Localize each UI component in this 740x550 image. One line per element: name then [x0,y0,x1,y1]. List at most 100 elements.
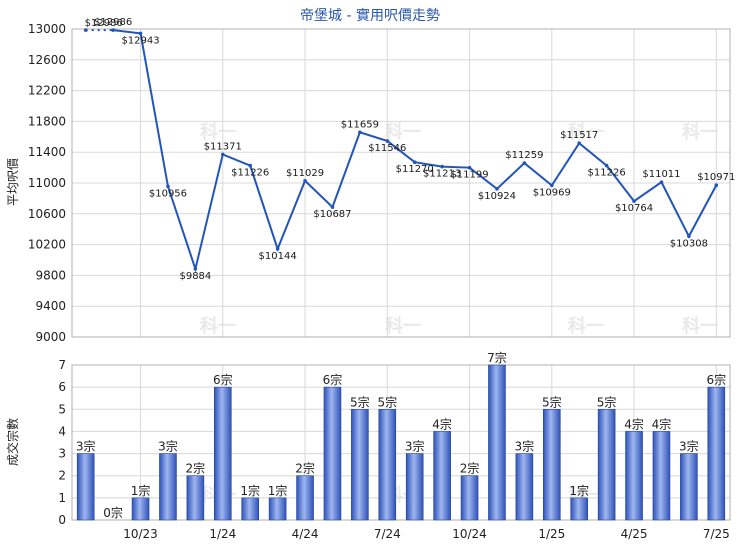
count-bar-label: 3宗 [76,439,96,454]
count-bar [186,475,205,521]
count-bar-label: 4宗 [624,416,644,431]
price-point [412,160,417,165]
count-bar [652,431,671,521]
price-tick-label: 10600 [28,207,66,221]
count-bar-label: 6宗 [213,372,233,387]
count-bar [680,453,698,521]
count-bar-label: 1宗 [569,483,589,498]
watermark-text: 科一 [682,121,718,143]
count-bar-label: 0宗 [103,505,123,520]
count-bar-label: 2宗 [460,461,480,476]
count-tick-label: 1 [58,491,66,505]
price-point-label: $11213 [423,169,461,180]
count-bar [131,497,150,521]
count-tick-label: 2 [58,469,66,483]
watermark-text: 科一 [385,315,421,337]
price-tick-label: 12200 [28,84,66,98]
price-point [549,183,554,188]
price-tick-label: 10200 [28,238,66,252]
x-tick-label: 4/24 [292,527,319,541]
count-bar-label: 3宗 [679,439,699,454]
price-point-label: $10924 [478,191,516,202]
count-bar [625,431,643,521]
price-point-label: $10956 [149,188,187,199]
x-tick-label: 1/24 [209,527,236,541]
price-point [166,184,170,189]
watermark-text: 科一 [385,121,421,143]
price-point [495,187,499,191]
price-tick-label: 9400 [35,299,66,313]
count-tick-label: 3 [58,447,66,461]
count-bar [460,475,479,521]
count-bar-label: 7宗 [487,350,507,365]
chart-title: 帝堡城 - 實用呎價走勢 [300,7,440,24]
price-point-label: $11371 [204,141,242,152]
count-bar-label: 5宗 [350,394,370,409]
count-tick-label: 5 [58,402,66,416]
count-plot-frame [71,364,731,521]
price-point-label: $11546 [368,143,406,154]
x-tick-label: 1/25 [538,527,565,541]
price-tick-label: 13000 [28,22,66,36]
price-point [111,28,115,32]
price-point-label: $10969 [533,187,571,198]
price-point [440,164,444,169]
price-point [275,247,280,251]
count-bar-label: 4宗 [432,416,452,431]
x-tick-label: 4/25 [621,527,648,541]
price-point [220,152,225,157]
price-tick-label: 11000 [28,176,66,190]
count-bar [378,408,397,521]
price-point-label: $11259 [505,150,543,161]
watermark-text: 科一 [200,315,236,337]
price-point [632,199,636,203]
count-tick-label: 0 [58,513,66,527]
price-point [604,163,609,168]
count-bar [597,408,616,521]
price-point-label: $11270 [396,164,434,175]
price-point [687,234,691,239]
price-point-label: $10308 [670,238,708,249]
count-bar-label: 6宗 [323,372,343,387]
price-point [193,267,198,271]
price-tick-label: 11800 [28,114,66,128]
axis-layer: 9000940098001020010600110001140011800122… [28,22,731,541]
price-point-label: $12986 [94,17,132,28]
count-bar [570,497,589,521]
watermark-text: 科一 [682,315,718,337]
price-point-label: $11199 [450,170,488,181]
count-bar-label: 3宗 [158,439,178,454]
count-bar [323,386,342,521]
price-point-label: $10971 [697,172,735,183]
count-bar [707,386,726,521]
price-point [358,130,362,135]
count-bar-label: 3宗 [405,439,425,454]
price-point [577,141,582,145]
count-bar-label: 2宗 [295,461,315,476]
price-point [138,31,143,36]
price-point-label: $11226 [231,168,269,179]
price-point-label: $9884 [179,271,211,282]
price-point-label: $11659 [341,119,379,130]
x-tick-label: 10/23 [123,527,158,541]
x-tick-label: 7/24 [374,527,401,541]
count-bar [433,431,451,521]
price-point-label: $10144 [259,251,297,262]
price-start-point [83,28,88,32]
count-bar [542,408,561,521]
price-line-layer [83,28,719,273]
count-tick-label: 6 [58,380,66,394]
price-point [330,205,335,209]
count-bar-label: 2宗 [186,461,206,476]
price-point [467,165,472,170]
price-point-label: $10687 [313,209,351,220]
count-bar-label: 6宗 [706,372,726,387]
count-tick-label: 7 [58,358,66,372]
price-point-label: $11029 [286,168,324,179]
watermark-text: 科一 [200,121,236,143]
price-axis-label: 平均呎價 [6,158,20,206]
count-bar-label: 4宗 [652,416,672,431]
price-point [385,139,390,143]
count-bar [159,453,177,521]
